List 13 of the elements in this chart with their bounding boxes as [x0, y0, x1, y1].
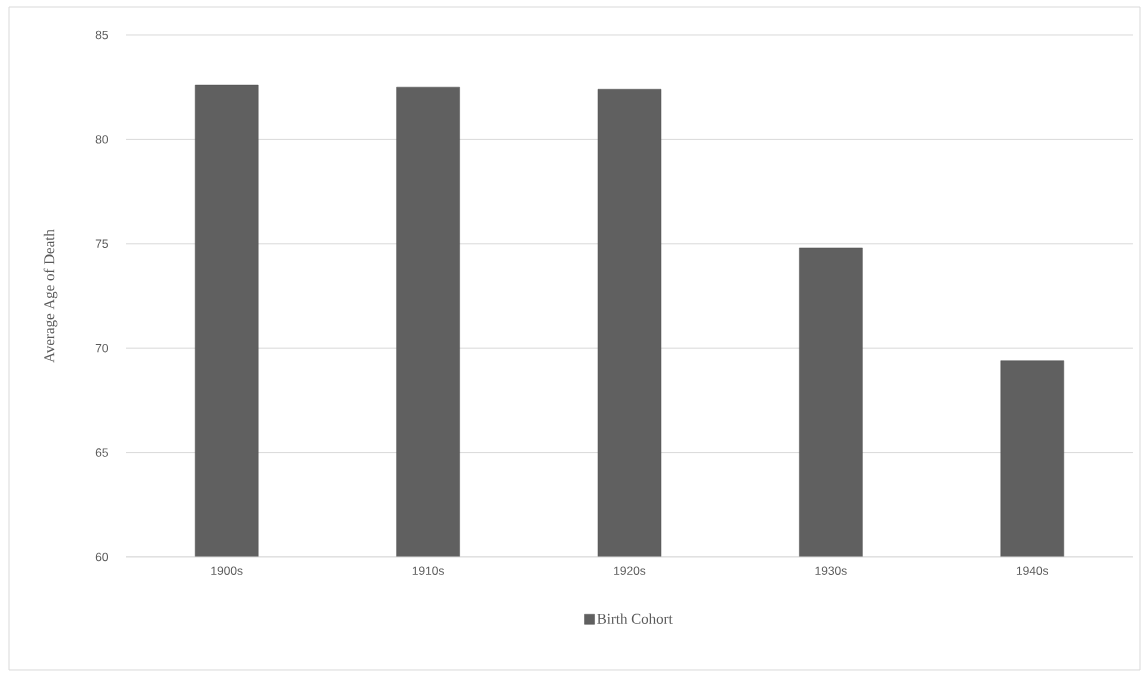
y-tick-label: 65 [95, 448, 108, 457]
y-tick-label: 70 [95, 343, 109, 353]
y-tick-label: 75 [95, 239, 108, 248]
y-axis-title: Average Age of Death [43, 229, 58, 363]
y-tick-label: 80 [95, 135, 109, 144]
x-tick-label: 1930s [815, 566, 847, 575]
y-tick-label: 85 [95, 30, 108, 40]
y-tick-label: 60 [95, 552, 109, 562]
x-tick-label: 1920s [614, 566, 646, 575]
legend-label: Birth Cohort [597, 613, 673, 624]
x-tick-label: 1910s [412, 566, 444, 575]
x-tick-label: 1940s [1016, 566, 1049, 575]
x-tick-label: 1900s [211, 566, 243, 575]
